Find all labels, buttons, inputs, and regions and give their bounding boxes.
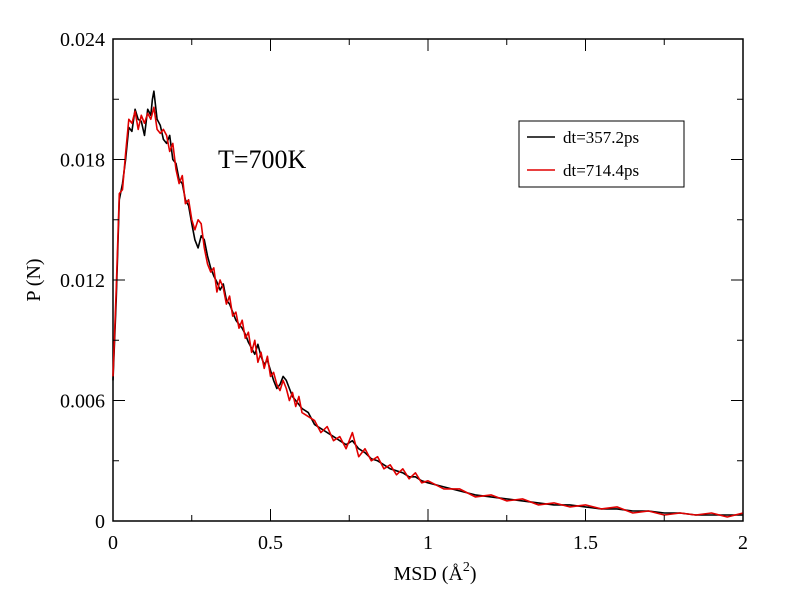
legend: dt=357.2ps dt=714.4ps bbox=[518, 120, 685, 188]
axes-ticks: 0 0.5 1 1.5 2 0 0.006 0.012 0.018 0.024 bbox=[60, 29, 748, 554]
y-axis-label: P (N) bbox=[23, 258, 45, 301]
y-tick-label: 0.006 bbox=[60, 391, 105, 413]
x-axis-label-main: MSD (Å bbox=[393, 563, 463, 585]
plot-frame bbox=[112, 38, 744, 522]
y-tick-label: 0.018 bbox=[60, 150, 105, 172]
x-tick-label: 1 bbox=[423, 532, 433, 554]
y-tick-label: 0.012 bbox=[60, 270, 105, 292]
x-tick-label: 0 bbox=[108, 532, 118, 554]
x-tick-label: 0.5 bbox=[258, 532, 283, 554]
legend-label-series-2: dt=714.4ps bbox=[563, 161, 639, 180]
y-tick-label: 0.024 bbox=[60, 29, 105, 51]
x-axis-label: MSD (Å2) bbox=[393, 560, 476, 585]
x-tick-label: 1.5 bbox=[573, 532, 598, 554]
legend-box bbox=[518, 120, 685, 188]
y-tick-label: 0 bbox=[95, 511, 105, 533]
series-line-2 bbox=[112, 106, 744, 518]
plot-area bbox=[112, 38, 744, 522]
series-layer bbox=[112, 90, 744, 518]
legend-label-series-1: dt=357.2ps bbox=[563, 128, 639, 147]
x-axis-label-superscript: 2 bbox=[463, 560, 470, 575]
x-tick-label: 2 bbox=[738, 532, 748, 554]
temperature-annotation: T=700K bbox=[218, 145, 307, 174]
x-axis-label-close: ) bbox=[470, 563, 477, 585]
